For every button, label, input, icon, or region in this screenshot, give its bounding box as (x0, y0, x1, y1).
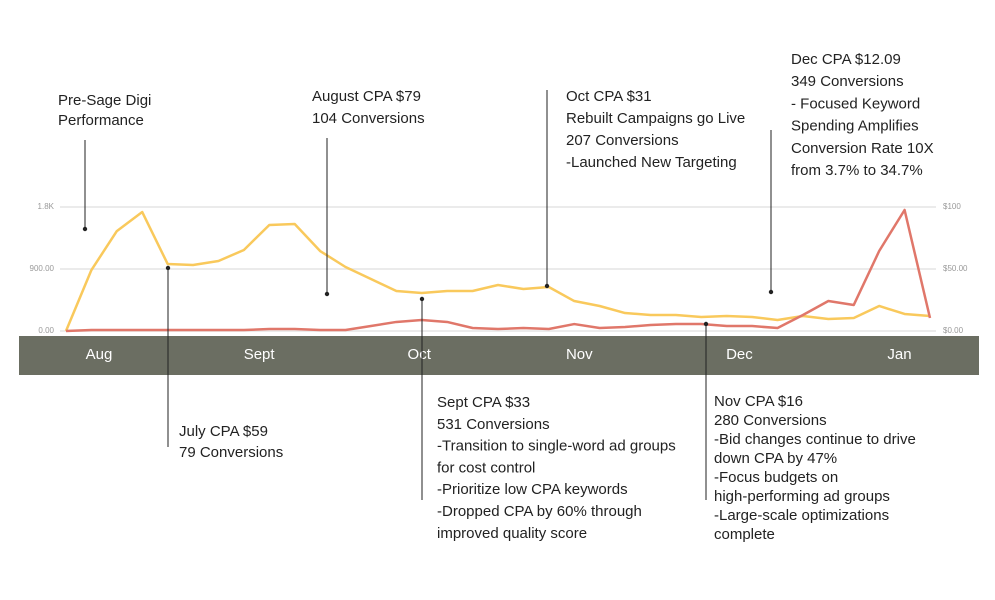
annotation-text: 280 Conversions (714, 412, 827, 429)
x-axis-band (19, 336, 979, 375)
annotation-text: Rebuilt Campaigns go Live (566, 110, 745, 127)
annotation-text: for cost control (437, 459, 535, 476)
y2-tick-label: $0.00 (943, 326, 964, 335)
series-line (65, 208, 932, 333)
annotation-text: Sept CPA $33 (437, 394, 530, 411)
annotation-text: -Focus budgets on (714, 469, 838, 486)
annotation-text: Spending Amplifies (791, 118, 919, 135)
annotation-text: down CPA by 47% (714, 450, 837, 467)
annotation-text: 349 Conversions (791, 73, 904, 90)
annotation-text: 531 Conversions (437, 416, 550, 433)
annotation-text: 207 Conversions (566, 132, 679, 149)
annotation-dot (324, 291, 330, 297)
annotation-text: - Focused Keyword (791, 95, 920, 112)
x-tick-label: Jan (887, 346, 911, 363)
x-tick-label: Oct (408, 346, 432, 363)
x-tick-label: Aug (86, 346, 113, 363)
y2-tick-label: $50.00 (943, 264, 968, 273)
annotation-text: -Dropped CPA by 60% through (437, 503, 642, 520)
annotation-text: high-performing ad groups (714, 488, 890, 505)
series-line (64, 210, 931, 332)
y-tick-label: 1.8K (38, 202, 55, 211)
x-tick-label: Dec (726, 346, 753, 363)
annotation-text: Oct CPA $31 (566, 88, 652, 105)
annotation-text: Conversion Rate 10X (791, 140, 934, 157)
annotation-text: from 3.7% to 34.7% (791, 162, 923, 179)
annotation-dot (419, 296, 425, 302)
annotation-dot (768, 289, 774, 295)
annotation-text: -Transition to single-word ad groups (437, 438, 676, 455)
annotation-dot (703, 321, 709, 327)
annotation-text: Pre-Sage Digi (58, 92, 151, 109)
annotation-text: -Large-scale optimizations (714, 507, 889, 524)
annotation-text: Dec CPA $12.09 (791, 51, 901, 68)
annotation-text: -Bid changes continue to drive (714, 431, 916, 448)
annotation-text: -Launched New Targeting (566, 154, 737, 171)
annotation-text: improved quality score (437, 525, 587, 542)
x-tick-label: Nov (566, 346, 593, 363)
annotation-text: Performance (58, 112, 144, 129)
y-tick-label: 900.00 (30, 264, 55, 273)
annotation-text: July CPA $59 (179, 423, 268, 440)
annotation-text: 79 Conversions (179, 444, 283, 461)
annotation-text: 104 Conversions (312, 110, 425, 127)
annotation-text: -Prioritize low CPA keywords (437, 481, 628, 498)
y-tick-label: 0.00 (38, 326, 54, 335)
annotation-text: Nov CPA $16 (714, 393, 803, 410)
annotation-dot (82, 226, 88, 232)
x-tick-label: Sept (244, 346, 276, 363)
annotation-dot (165, 265, 171, 271)
annotation-text: complete (714, 526, 775, 543)
y2-tick-label: $100 (943, 202, 961, 211)
annotation-dot (544, 283, 550, 289)
annotation-text: August CPA $79 (312, 88, 421, 105)
